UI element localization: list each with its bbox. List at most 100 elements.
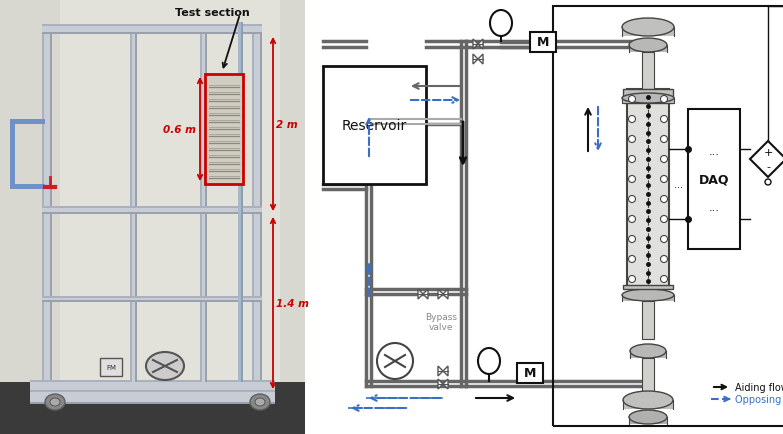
Bar — [642, 301, 654, 339]
Circle shape — [661, 196, 667, 203]
Bar — [0, 0, 305, 382]
Text: Test section: Test section — [175, 8, 250, 18]
Text: +: + — [763, 148, 773, 158]
Circle shape — [661, 96, 667, 103]
Bar — [200, 35, 207, 382]
Circle shape — [661, 236, 667, 243]
Text: ...: ... — [709, 203, 720, 213]
Bar — [130, 35, 132, 382]
Polygon shape — [473, 55, 478, 65]
Circle shape — [629, 96, 636, 103]
Polygon shape — [423, 289, 428, 299]
Bar — [30, 390, 275, 392]
Bar — [688, 110, 740, 250]
Bar — [100, 358, 122, 376]
Bar — [629, 46, 667, 53]
Polygon shape — [473, 40, 478, 50]
Circle shape — [661, 216, 667, 223]
Text: Reservoir: Reservoir — [342, 119, 407, 133]
Bar — [623, 285, 673, 289]
Circle shape — [629, 236, 636, 243]
Bar — [10, 120, 45, 125]
Bar — [30, 402, 275, 404]
Bar — [622, 99, 674, 104]
Bar — [30, 380, 275, 392]
Bar — [622, 28, 674, 37]
Ellipse shape — [478, 348, 500, 374]
Ellipse shape — [490, 11, 512, 37]
Ellipse shape — [623, 391, 673, 409]
Polygon shape — [438, 366, 443, 376]
Ellipse shape — [622, 289, 674, 301]
Ellipse shape — [622, 94, 674, 104]
Circle shape — [661, 276, 667, 283]
Circle shape — [661, 256, 667, 263]
Polygon shape — [443, 379, 448, 389]
Bar — [10, 184, 45, 190]
Text: DAQ: DAQ — [698, 173, 729, 186]
Circle shape — [661, 116, 667, 123]
Circle shape — [629, 276, 636, 283]
Bar — [42, 213, 262, 214]
Polygon shape — [438, 289, 443, 299]
Polygon shape — [418, 289, 423, 299]
Bar — [308, 0, 783, 434]
Bar — [530, 33, 556, 53]
Bar — [42, 207, 262, 208]
Bar — [642, 53, 654, 90]
Circle shape — [377, 343, 413, 379]
Polygon shape — [478, 55, 483, 65]
Bar — [200, 35, 202, 382]
Bar — [629, 417, 667, 424]
Text: M: M — [524, 367, 536, 380]
Circle shape — [629, 136, 636, 143]
Polygon shape — [443, 366, 448, 376]
Bar — [205, 35, 207, 382]
Bar — [623, 400, 673, 409]
Bar — [60, 0, 280, 382]
Bar — [42, 207, 262, 214]
Bar — [517, 363, 543, 383]
Ellipse shape — [255, 398, 265, 406]
Text: FM: FM — [106, 364, 116, 370]
Text: Aiding flow: Aiding flow — [735, 382, 783, 392]
Bar — [0, 0, 305, 434]
Ellipse shape — [45, 394, 65, 410]
Bar — [30, 390, 275, 392]
Bar — [642, 358, 654, 392]
Text: 0.6 m: 0.6 m — [163, 125, 196, 135]
Bar — [252, 35, 254, 382]
Polygon shape — [438, 379, 443, 389]
Bar — [42, 296, 262, 298]
Bar — [553, 7, 783, 426]
Bar — [130, 35, 137, 382]
Circle shape — [629, 256, 636, 263]
Text: ...: ... — [674, 180, 683, 190]
Bar — [260, 35, 262, 382]
Bar — [0, 382, 305, 434]
Bar — [622, 295, 674, 301]
Bar — [50, 35, 52, 382]
Text: Bypass
valve: Bypass valve — [425, 312, 457, 332]
Ellipse shape — [630, 344, 666, 358]
Ellipse shape — [50, 398, 60, 406]
Bar — [627, 90, 669, 289]
Bar — [205, 75, 243, 184]
Bar — [42, 296, 262, 302]
Bar — [42, 25, 262, 27]
Circle shape — [661, 176, 667, 183]
Text: 1.4 m: 1.4 m — [276, 298, 309, 308]
Circle shape — [661, 136, 667, 143]
Bar — [42, 35, 44, 382]
Circle shape — [765, 180, 771, 186]
Bar — [30, 390, 275, 404]
Text: -: - — [766, 161, 770, 171]
Bar — [42, 300, 262, 302]
Polygon shape — [750, 141, 783, 178]
Circle shape — [629, 216, 636, 223]
Bar — [135, 35, 137, 382]
Bar — [323, 67, 426, 184]
Circle shape — [629, 196, 636, 203]
Ellipse shape — [629, 410, 667, 424]
Text: Opposing flow: Opposing flow — [735, 394, 783, 404]
